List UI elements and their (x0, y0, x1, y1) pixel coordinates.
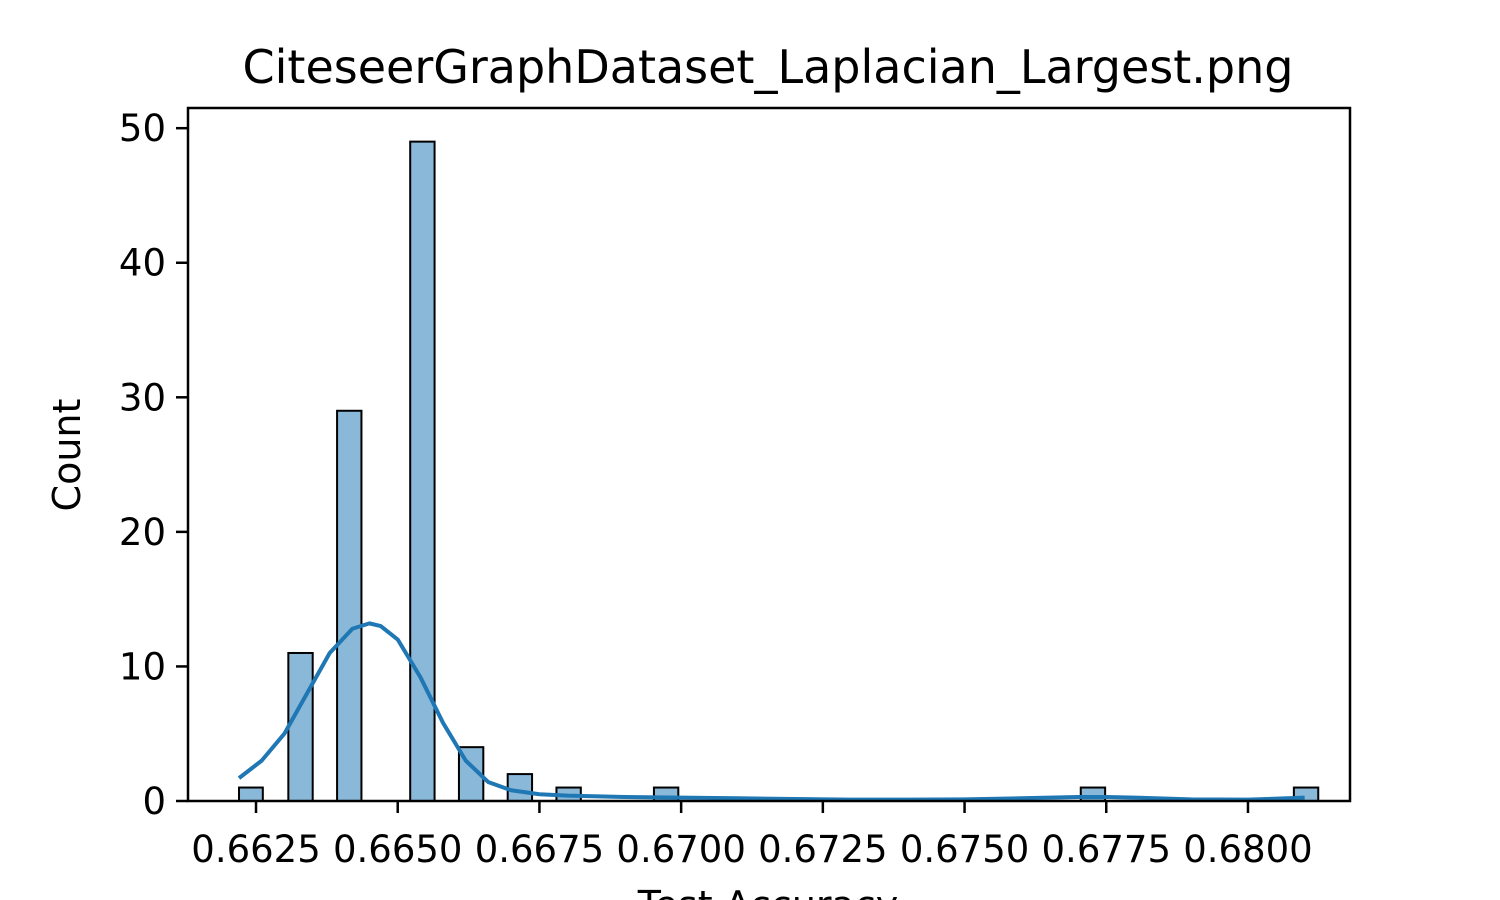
x-axis-label: Test Accuracy (637, 883, 898, 900)
y-axis-label: Count (45, 399, 89, 512)
x-tick-label: 0.6775 (1042, 828, 1171, 871)
y-tick-label: 0 (142, 780, 166, 823)
x-tick-label: 0.6650 (333, 828, 462, 871)
kde-line (237, 621, 1305, 802)
bars-layer (238, 140, 1320, 803)
histogram-bar (238, 786, 264, 802)
histogram-bar (1079, 786, 1107, 802)
x-axis: 0.6625 0.6650 0.6675 0.6700 0.6725 0.6750 0.67… (191, 801, 1313, 871)
x-tick-label: 0.6800 (1183, 828, 1312, 871)
histogram-bar (336, 409, 363, 802)
y-tick-label: 30 (119, 376, 166, 419)
y-tick-label: 40 (119, 242, 166, 285)
chart-title: CiteseerGraphDataset_Laplacian_Largest.p… (243, 40, 1294, 94)
histogram-bar (287, 651, 314, 802)
y-tick-label: 20 (119, 511, 166, 554)
y-axis: 0 10 20 30 40 50 (119, 107, 188, 823)
y-tick-label: 50 (119, 107, 166, 150)
plot-frame (186, 106, 1352, 803)
x-tick-label: 0.6750 (900, 828, 1029, 871)
x-tick-label: 0.6700 (616, 828, 745, 871)
x-tick-label: 0.6625 (191, 828, 320, 871)
histogram-bar (506, 773, 534, 803)
x-tick-label: 0.6675 (475, 828, 604, 871)
x-tick-label: 0.6725 (758, 828, 887, 871)
y-tick-label: 10 (119, 645, 166, 688)
